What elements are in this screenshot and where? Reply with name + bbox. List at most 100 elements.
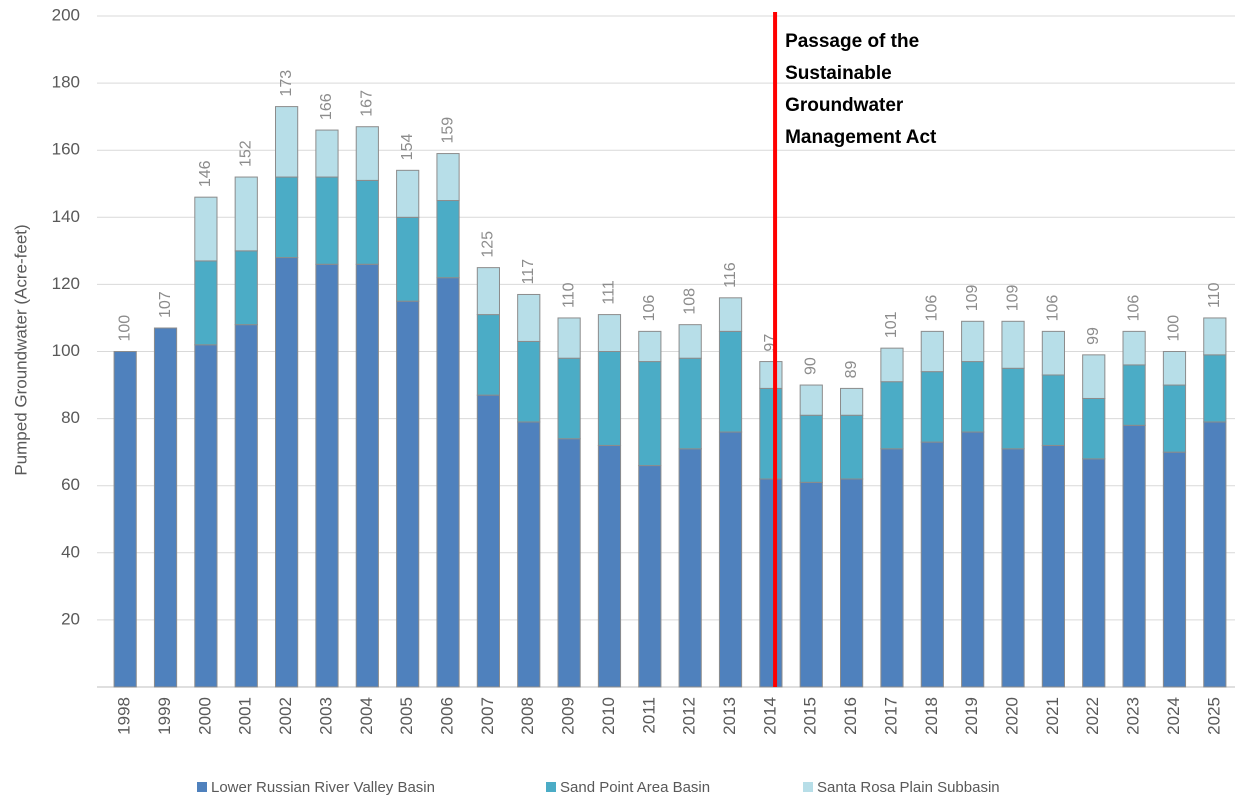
bar-segment	[597, 351, 622, 446]
bar-segment	[476, 394, 500, 688]
bar-segment	[194, 260, 218, 346]
bar-segment	[638, 330, 662, 363]
bar-segment	[194, 196, 218, 262]
total-label: 109	[964, 285, 981, 312]
bar-segment	[638, 361, 662, 467]
total-label: 89	[843, 361, 860, 379]
bar-segment	[275, 106, 299, 178]
bar-segment	[436, 277, 460, 688]
x-tick-label: 2005	[397, 697, 416, 735]
bar-segment	[275, 176, 299, 259]
bar-segment	[597, 314, 622, 352]
bar-segment	[315, 176, 339, 265]
bar-segment	[194, 344, 218, 688]
x-tick-label: 2011	[639, 697, 658, 734]
bar-segment	[1001, 448, 1025, 688]
bar-segment	[880, 347, 904, 383]
x-tick-label: 2018	[922, 697, 941, 735]
bar-segment	[1162, 451, 1187, 688]
bar-segment	[920, 330, 944, 373]
bar-segment	[678, 357, 702, 450]
bar-segment	[557, 317, 581, 359]
bar-segment	[517, 421, 541, 688]
x-tick-label: 2025	[1204, 697, 1223, 735]
x-tick-label: 2021	[1043, 697, 1062, 735]
x-tick-label: 2008	[518, 697, 537, 735]
bar-segment	[799, 384, 823, 416]
bar-segment	[275, 257, 299, 688]
bar-segment	[1082, 458, 1106, 688]
legend-label: Lower Russian River Valley Basin	[211, 779, 435, 796]
total-label: 106	[924, 295, 941, 322]
bar-segment	[113, 351, 137, 688]
bar-segment	[396, 300, 420, 688]
bar-segment	[234, 324, 258, 688]
y-tick-label: 60	[61, 475, 80, 494]
bar-segment	[799, 481, 823, 688]
total-label: 100	[116, 315, 133, 342]
x-tick-label: 2007	[478, 697, 497, 735]
bar-segment	[355, 263, 379, 688]
x-tick-label: 2015	[801, 697, 820, 735]
bar-segment	[597, 444, 622, 688]
bar-segment	[1122, 330, 1146, 366]
bar-segment	[315, 263, 339, 688]
y-tick-label: 180	[52, 73, 80, 92]
total-label: 110	[560, 282, 577, 308]
legend-swatch	[197, 782, 207, 792]
y-tick-label: 80	[61, 408, 80, 427]
bar-segment	[1203, 421, 1227, 688]
bar-segment	[1162, 351, 1187, 386]
bar-segment	[1122, 424, 1146, 688]
x-tick-label: 2003	[316, 697, 335, 735]
y-axis-label: Pumped Groundwater (Acre-feet)	[11, 224, 30, 475]
bar-segment	[1041, 330, 1065, 376]
x-tick-label: 2000	[195, 697, 214, 735]
annotation-text: Groundwater	[785, 95, 904, 116]
legend-label: Sand Point Area Basin	[560, 779, 710, 796]
bar-segment	[678, 324, 702, 359]
bar-segment	[517, 293, 541, 342]
x-tick-label: 2010	[599, 697, 618, 735]
y-tick-label: 200	[52, 5, 80, 24]
x-tick-label: 2006	[438, 697, 457, 735]
x-tick-label: 2012	[680, 697, 699, 735]
x-tick-label: 2014	[760, 697, 779, 735]
x-tick-label: 2023	[1124, 697, 1143, 735]
bar-segment	[517, 340, 541, 423]
bar-segment	[920, 441, 944, 688]
bar-segment	[153, 327, 178, 688]
total-label: 100	[1166, 315, 1183, 342]
bar-segment	[436, 200, 460, 279]
total-label: 173	[278, 70, 295, 97]
x-tick-label: 2002	[276, 697, 295, 735]
bar-segment	[1001, 367, 1025, 450]
total-label: 107	[157, 291, 174, 318]
bar-segment	[678, 448, 702, 688]
y-tick-label: 140	[52, 207, 80, 226]
x-tick-label: 1999	[155, 697, 174, 735]
total-label: 99	[1085, 327, 1102, 345]
total-label: 111	[601, 280, 618, 304]
bar-segment	[1001, 320, 1025, 369]
total-label: 106	[1125, 295, 1142, 322]
bar-segment	[355, 126, 379, 181]
x-tick-label: 2013	[720, 697, 739, 735]
bar-segment	[840, 387, 864, 416]
bar-segment	[759, 387, 783, 480]
total-label: 159	[439, 117, 456, 144]
bar-segment	[557, 357, 581, 440]
bar-segment	[1203, 354, 1227, 423]
bar-segment	[840, 414, 864, 480]
y-tick-label: 120	[52, 274, 80, 293]
total-label: 110	[1206, 282, 1223, 308]
total-label: 167	[359, 90, 376, 117]
bar-segment	[961, 320, 985, 363]
x-tick-label: 2020	[1003, 697, 1022, 735]
total-label: 108	[681, 288, 698, 315]
annotation-text: Passage of the	[785, 31, 919, 52]
legend-label: Santa Rosa Plain Subbasin	[817, 779, 1000, 796]
total-label: 166	[318, 93, 335, 120]
bar-segment	[880, 381, 904, 450]
